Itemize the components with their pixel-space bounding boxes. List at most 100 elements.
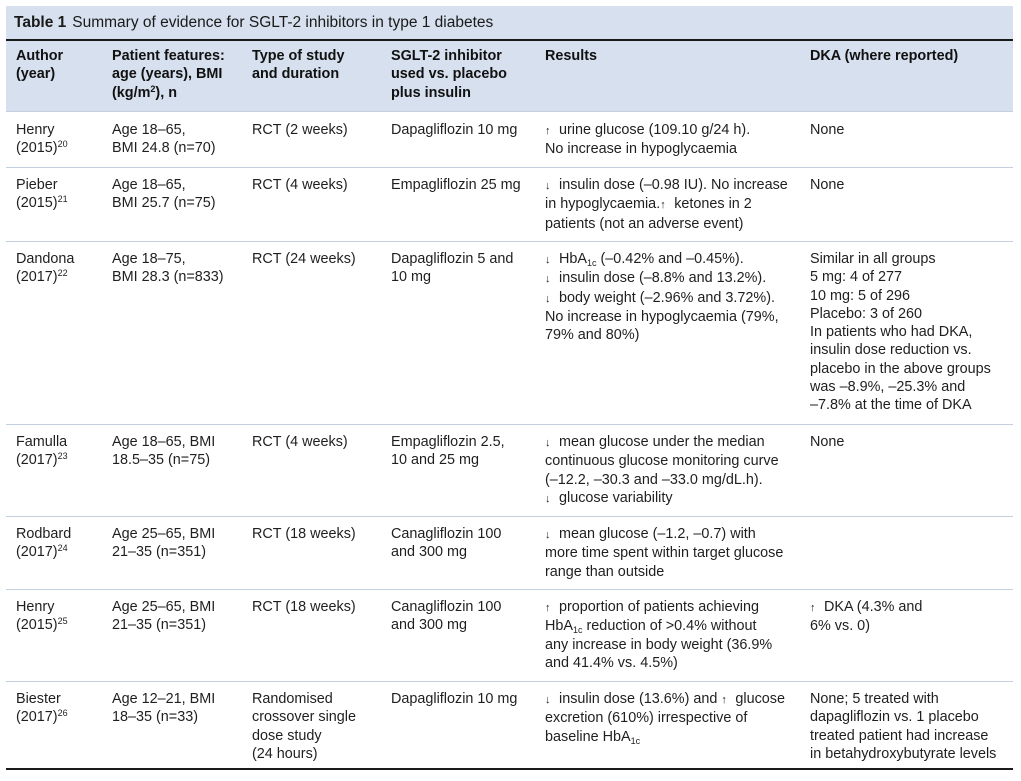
cell-features: Age 12–21, BMI 18–35 (n=33) bbox=[112, 690, 215, 727]
cell-results: ↓ insulin dose (13.6%) and ↑ glucose excr… bbox=[545, 690, 785, 746]
table-row bbox=[6, 516, 1013, 590]
cell-line: None; 5 treated with bbox=[810, 691, 939, 707]
header-separator bbox=[6, 111, 1013, 112]
cell-author: Henry (2015)20 bbox=[16, 121, 68, 158]
cell-dka: None; 5 treated with dapagliflozin vs. 1 … bbox=[810, 690, 996, 763]
cell-line: placebo in the above groups bbox=[810, 360, 991, 377]
cell-line: None bbox=[810, 177, 845, 193]
header-features: Patient features: age (years), BMI (kg/m2)… bbox=[112, 47, 225, 102]
cell-line: ↑ urine glucose (109.10 g/24 h). bbox=[545, 122, 751, 138]
cell-line: Age 25–65, BMI bbox=[112, 526, 216, 542]
cell-features: Age 18–65, BMI 25.7 (n=75) bbox=[112, 176, 216, 213]
author-name: Rodbard bbox=[16, 526, 72, 542]
cell-line: Empagliflozin 25 mg bbox=[391, 177, 521, 193]
table-row bbox=[6, 167, 1013, 242]
cell-line: treated patient had increase bbox=[810, 727, 989, 744]
cell-line: Canagliflozin 100 bbox=[391, 599, 502, 615]
cell-study: RCT (18 weeks) bbox=[252, 525, 356, 543]
row-separator bbox=[6, 424, 1013, 425]
cell-results: ↓ mean glucose (–1.2, –0.7) with more tim… bbox=[545, 525, 783, 581]
cell-line: ↓ insulin dose (–8.8% and 13.2%). bbox=[545, 270, 767, 287]
cell-line: Age 18–75, bbox=[112, 251, 186, 267]
cell-author: Rodbard (2017)24 bbox=[16, 525, 71, 562]
cell-line: range than outside bbox=[545, 563, 665, 580]
cell-line: and 41.4% vs. 4.5%) bbox=[545, 654, 678, 671]
cell-line: 21–35 (n=351) bbox=[112, 544, 207, 561]
cell-drug: Empagliflozin 2.5, 10 and 25 mg bbox=[391, 433, 505, 470]
cell-drug: Empagliflozin 25 mg bbox=[391, 176, 521, 194]
table-row bbox=[6, 424, 1013, 517]
cell-line: RCT (2 weeks) bbox=[252, 122, 348, 138]
cell-line: Age 18–65, bbox=[112, 177, 186, 193]
cell-line: RCT (18 weeks) bbox=[252, 526, 356, 542]
cell-line: 6% vs. 0) bbox=[810, 618, 870, 635]
cell-line: any increase in body weight (36.9% bbox=[545, 636, 773, 653]
header-line: SGLT-2 inhibitor bbox=[391, 48, 502, 64]
header-line: (kg/m2), n bbox=[112, 83, 177, 101]
cell-line: RCT (4 weeks) bbox=[252, 434, 348, 450]
author-name: Pieber bbox=[16, 177, 58, 193]
cell-features: Age 25–65, BMI 21–35 (n=351) bbox=[112, 598, 215, 635]
cell-drug: Canagliflozin 100 and 300 mg bbox=[391, 525, 501, 562]
cell-features: Age 18–65, BMI 18.5–35 (n=75) bbox=[112, 433, 215, 470]
cell-dka: None bbox=[810, 176, 844, 194]
header-line: Results bbox=[545, 48, 597, 64]
cell-line: ↓ body weight (–2.96% and 3.72%). bbox=[545, 289, 775, 306]
cell-line: HbA1c reduction of >0.4% without bbox=[545, 618, 757, 636]
cell-features: Age 18–75, BMI 28.3 (n=833) bbox=[112, 250, 224, 287]
cell-line: ↑ DKA (4.3% and bbox=[810, 599, 923, 615]
cell-author: Famulla (2017)23 bbox=[16, 433, 68, 470]
cell-line: Canagliflozin 100 bbox=[391, 526, 502, 542]
header-drug: SGLT-2 inhibitor used vs. placebo plus ins… bbox=[391, 47, 507, 102]
author-name: Famulla bbox=[16, 434, 68, 450]
cell-study: RCT (18 weeks) bbox=[252, 598, 356, 616]
cell-line: Placebo: 3 of 260 bbox=[810, 305, 923, 322]
cell-line: None bbox=[810, 122, 845, 138]
cell-study: RCT (4 weeks) bbox=[252, 433, 348, 451]
row-separator bbox=[6, 241, 1013, 242]
cell-dka: None bbox=[810, 433, 844, 451]
cell-line: 79% and 80%) bbox=[545, 327, 640, 344]
cell-line: ↓ mean glucose (–1.2, –0.7) with bbox=[545, 526, 756, 542]
cell-line: more time spent within target glucose bbox=[545, 545, 784, 562]
row-separator bbox=[6, 516, 1013, 517]
cell-study: RCT (4 weeks) bbox=[252, 176, 348, 194]
cell-line: ↓ insulin dose (–0.98 IU). No increase bbox=[545, 177, 788, 193]
row-separator bbox=[6, 681, 1013, 682]
author-year: (2015)21 bbox=[16, 194, 68, 212]
cell-study: RCT (24 weeks) bbox=[252, 250, 356, 268]
author-year: (2017)22 bbox=[16, 268, 68, 286]
cell-line: None bbox=[810, 434, 845, 450]
header-author: Author (year) bbox=[16, 47, 63, 84]
cell-line: –7.8% at the time of DKA bbox=[810, 397, 972, 414]
cell-line: Age 18–65, BMI bbox=[112, 434, 216, 450]
cell-author: Henry (2015)25 bbox=[16, 598, 68, 635]
table-row bbox=[6, 589, 1013, 682]
header-band bbox=[6, 41, 1013, 111]
cell-dka: None bbox=[810, 121, 844, 139]
cell-line: ↑ proportion of patients achieving bbox=[545, 599, 759, 615]
table-title: Table 1 Summary of evidence for SGLT-2 in… bbox=[6, 6, 1013, 39]
header-study: Type of study and duration bbox=[252, 47, 344, 84]
cell-author: Dandona (2017)22 bbox=[16, 250, 74, 287]
cell-line: BMI 28.3 (n=833) bbox=[112, 269, 224, 286]
cell-line: Similar in all groups bbox=[810, 251, 936, 267]
author-year: (2017)23 bbox=[16, 451, 68, 469]
cell-line: insulin dose reduction vs. bbox=[810, 342, 972, 359]
table-row bbox=[6, 112, 1013, 168]
cell-line: ↓ HbA1c (–0.42% and –0.45%). bbox=[545, 251, 744, 268]
author-name: Dandona bbox=[16, 251, 75, 267]
cell-line: 18.5–35 (n=75) bbox=[112, 452, 211, 469]
cell-line: RCT (4 weeks) bbox=[252, 177, 348, 193]
cell-line: 5 mg: 4 of 277 bbox=[810, 269, 903, 286]
cell-line: Age 12–21, BMI bbox=[112, 691, 216, 707]
cell-line: 18–35 (n=33) bbox=[112, 709, 199, 726]
cell-line: 21–35 (n=351) bbox=[112, 617, 207, 634]
top-rule bbox=[6, 39, 1013, 41]
author-name: Henry bbox=[16, 599, 55, 615]
header-results: Results bbox=[545, 47, 597, 65]
table-label: Table 1 bbox=[14, 14, 67, 31]
table-caption: Summary of evidence for SGLT-2 inhibitor… bbox=[72, 14, 494, 31]
cell-line: BMI 24.8 (n=70) bbox=[112, 140, 216, 157]
cell-line: BMI 25.7 (n=75) bbox=[112, 195, 216, 212]
